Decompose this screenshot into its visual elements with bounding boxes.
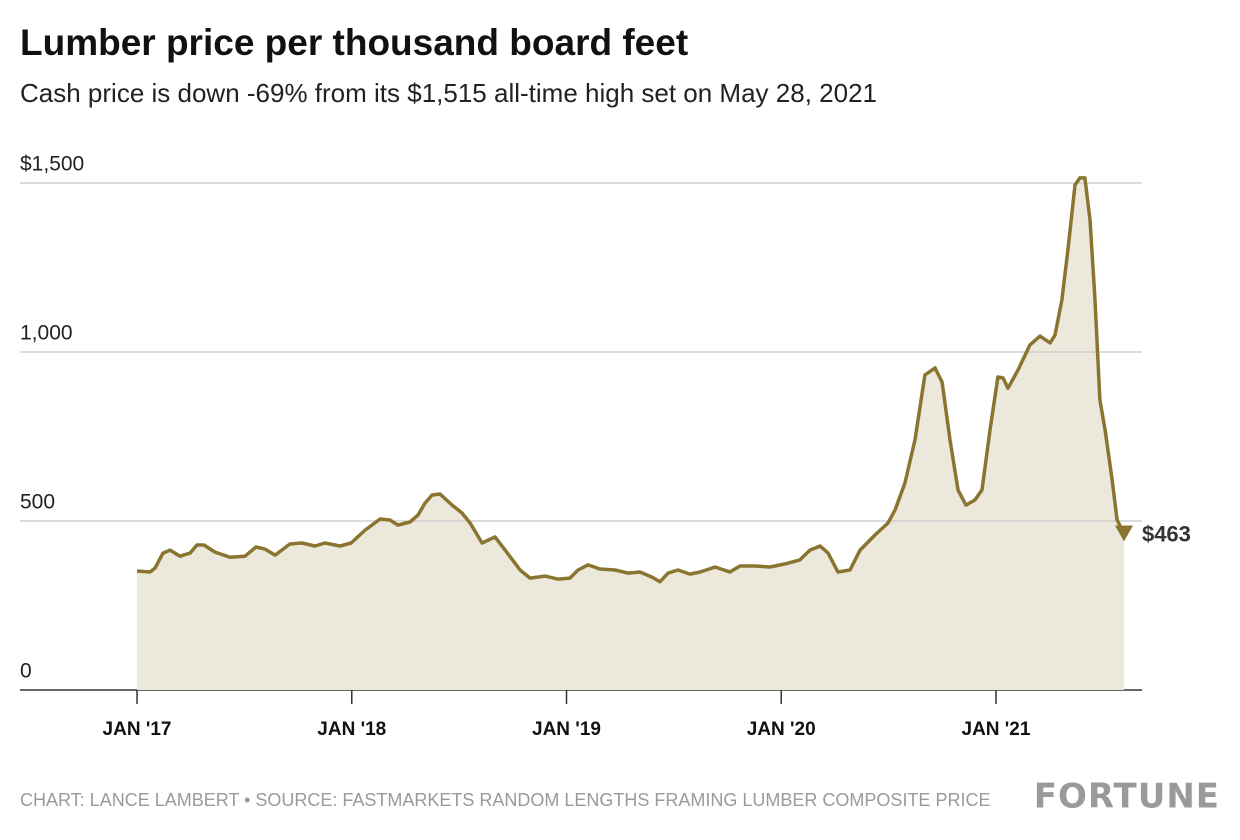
y-tick-label: $1,500: [20, 153, 84, 176]
x-tick-label: JAN '20: [747, 719, 816, 740]
end-marker: [1114, 525, 1133, 542]
chart-subtitle: Cash price is down -69% from its $1,515 …: [20, 78, 877, 108]
y-tick-label: 500: [20, 491, 55, 514]
x-tick-label: JAN '19: [532, 719, 601, 740]
y-tick-label: 1,000: [20, 322, 73, 345]
price-line: [136, 176, 1126, 584]
x-tick-label: JAN '17: [103, 719, 172, 740]
y-tick-label: 0: [20, 660, 32, 683]
source-note: CHART: LANCE LAMBERT • SOURCE: FASTMARKE…: [20, 790, 990, 810]
chart-title: Lumber price per thousand board feet: [20, 22, 688, 63]
area: [137, 177, 1124, 690]
end-value-label: $463: [1142, 521, 1191, 546]
x-tick-label: JAN '18: [317, 719, 386, 740]
x-tick-label: JAN '21: [962, 719, 1031, 740]
brand-logo: FORTUNE: [1034, 777, 1220, 817]
